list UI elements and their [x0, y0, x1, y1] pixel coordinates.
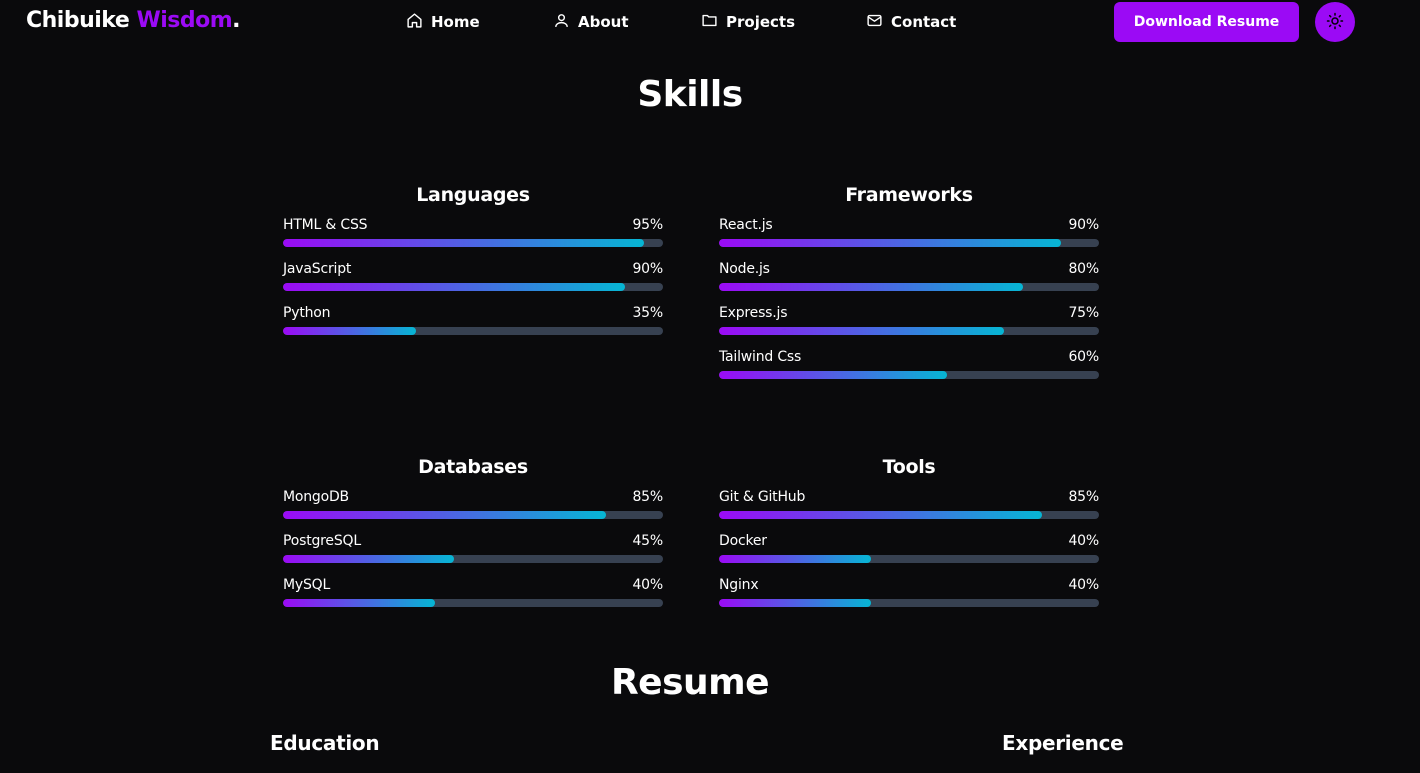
skill-group-title: Languages [416, 184, 530, 206]
skill-bar-track [719, 371, 1099, 379]
skill-percent: 40% [632, 577, 663, 593]
skill-name: Node.js [719, 261, 770, 277]
folder-icon [701, 12, 718, 33]
skill-name: Python [283, 305, 331, 321]
skill-item: MySQL 40% [283, 576, 663, 620]
skills-title: Skills [637, 74, 743, 115]
skill-percent: 40% [1068, 533, 1099, 549]
nav-home[interactable]: Home [406, 11, 480, 33]
skill-bar-track [283, 599, 663, 607]
navbar: Chibuike Wisdom. Home About Projects C [0, 0, 1420, 44]
skill-bar-track [719, 555, 1099, 563]
download-resume-button[interactable]: Download Resume [1114, 2, 1299, 42]
skill-item: HTML & CSS 95% [283, 216, 663, 260]
skill-percent: 40% [1068, 577, 1099, 593]
skill-item: JavaScript 90% [283, 260, 663, 304]
skill-name: Tailwind Css [719, 349, 802, 365]
skill-group-languages: Languages HTML & CSS 95% JavaScript 90% Py… [283, 182, 663, 348]
skill-bar-fill [283, 555, 454, 563]
skill-bar-fill [283, 511, 606, 519]
skill-item: Tailwind Css 60% [719, 348, 1099, 392]
skill-item: Git & GitHub 85% [719, 488, 1099, 532]
skill-bar-fill [719, 283, 1023, 291]
logo-dot: . [232, 8, 240, 33]
skill-name: MongoDB [283, 489, 349, 505]
nav-contact[interactable]: Contact [866, 11, 956, 33]
skill-bar-fill [283, 283, 625, 291]
skill-bar-track [719, 283, 1099, 291]
skill-bar-fill [719, 511, 1042, 519]
skill-percent: 35% [632, 305, 663, 321]
mail-icon [866, 12, 883, 33]
skill-percent: 85% [632, 489, 663, 505]
skill-item: Docker 40% [719, 532, 1099, 576]
skill-item: Nginx 40% [719, 576, 1099, 620]
skill-name: PostgreSQL [283, 533, 361, 549]
skill-item: Express.js 75% [719, 304, 1099, 348]
skill-bar-fill [719, 239, 1061, 247]
skill-name: HTML & CSS [283, 217, 368, 233]
skill-percent: 85% [1068, 489, 1099, 505]
skill-percent: 90% [632, 261, 663, 277]
skill-percent: 45% [632, 533, 663, 549]
nav-projects-label: Projects [726, 13, 796, 31]
sun-icon [1326, 12, 1344, 33]
skill-name: React.js [719, 217, 773, 233]
skill-bar-track [283, 283, 663, 291]
logo-last-name: Wisdom [136, 8, 233, 33]
skill-bar-track [283, 327, 663, 335]
skill-percent: 60% [1068, 349, 1099, 365]
skill-group-title: Tools [882, 456, 936, 478]
skill-bar-fill [719, 371, 947, 379]
skill-item: Node.js 80% [719, 260, 1099, 304]
skill-bar-fill [283, 327, 416, 335]
skill-bar-track [719, 511, 1099, 519]
theme-toggle-button[interactable] [1315, 2, 1355, 42]
skill-bar-track [719, 239, 1099, 247]
skill-group-frameworks: Frameworks React.js 90% Node.js 80% Expres… [719, 182, 1099, 392]
home-icon [406, 12, 423, 33]
skill-item: Python 35% [283, 304, 663, 348]
skill-percent: 80% [1068, 261, 1099, 277]
skill-percent: 90% [1068, 217, 1099, 233]
skill-bar-track [283, 239, 663, 247]
skill-name: JavaScript [283, 261, 352, 277]
skill-bar-fill [719, 327, 1004, 335]
skill-bar-track [283, 555, 663, 563]
skill-bar-track [719, 327, 1099, 335]
skill-name: Express.js [719, 305, 788, 321]
skill-group-title: Frameworks [845, 184, 973, 206]
skill-group-title: Databases [418, 456, 528, 478]
skill-bar-fill [283, 599, 435, 607]
logo-first-name: Chibuike [26, 8, 130, 33]
skill-name: MySQL [283, 577, 331, 593]
skill-item: PostgreSQL 45% [283, 532, 663, 576]
nav-home-label: Home [431, 13, 480, 31]
skill-group-databases: Databases MongoDB 85% PostgreSQL 45% MySQL… [283, 454, 663, 620]
nav-projects[interactable]: Projects [701, 11, 795, 33]
skill-item: MongoDB 85% [283, 488, 663, 532]
nav-contact-label: Contact [891, 13, 957, 31]
skill-bar-track [283, 511, 663, 519]
skill-percent: 75% [1068, 305, 1099, 321]
skill-bar-fill [719, 555, 871, 563]
skill-bar-fill [283, 239, 644, 247]
education-heading: Education [270, 731, 380, 755]
logo[interactable]: Chibuike Wisdom. [26, 8, 240, 33]
user-icon [553, 12, 570, 33]
skill-group-tools: Tools Git & GitHub 85% Docker 40% Nginx 40% [719, 454, 1099, 620]
skill-name: Git & GitHub [719, 489, 806, 505]
experience-heading: Experience [1002, 731, 1124, 755]
nav-about[interactable]: About [553, 11, 629, 33]
skill-name: Nginx [719, 577, 759, 593]
nav-about-label: About [578, 13, 629, 31]
skill-percent: 95% [632, 217, 663, 233]
skill-bar-fill [719, 599, 871, 607]
skill-item: React.js 90% [719, 216, 1099, 260]
skill-name: Docker [719, 533, 767, 549]
resume-title: Resume [610, 662, 770, 703]
skill-bar-track [719, 599, 1099, 607]
